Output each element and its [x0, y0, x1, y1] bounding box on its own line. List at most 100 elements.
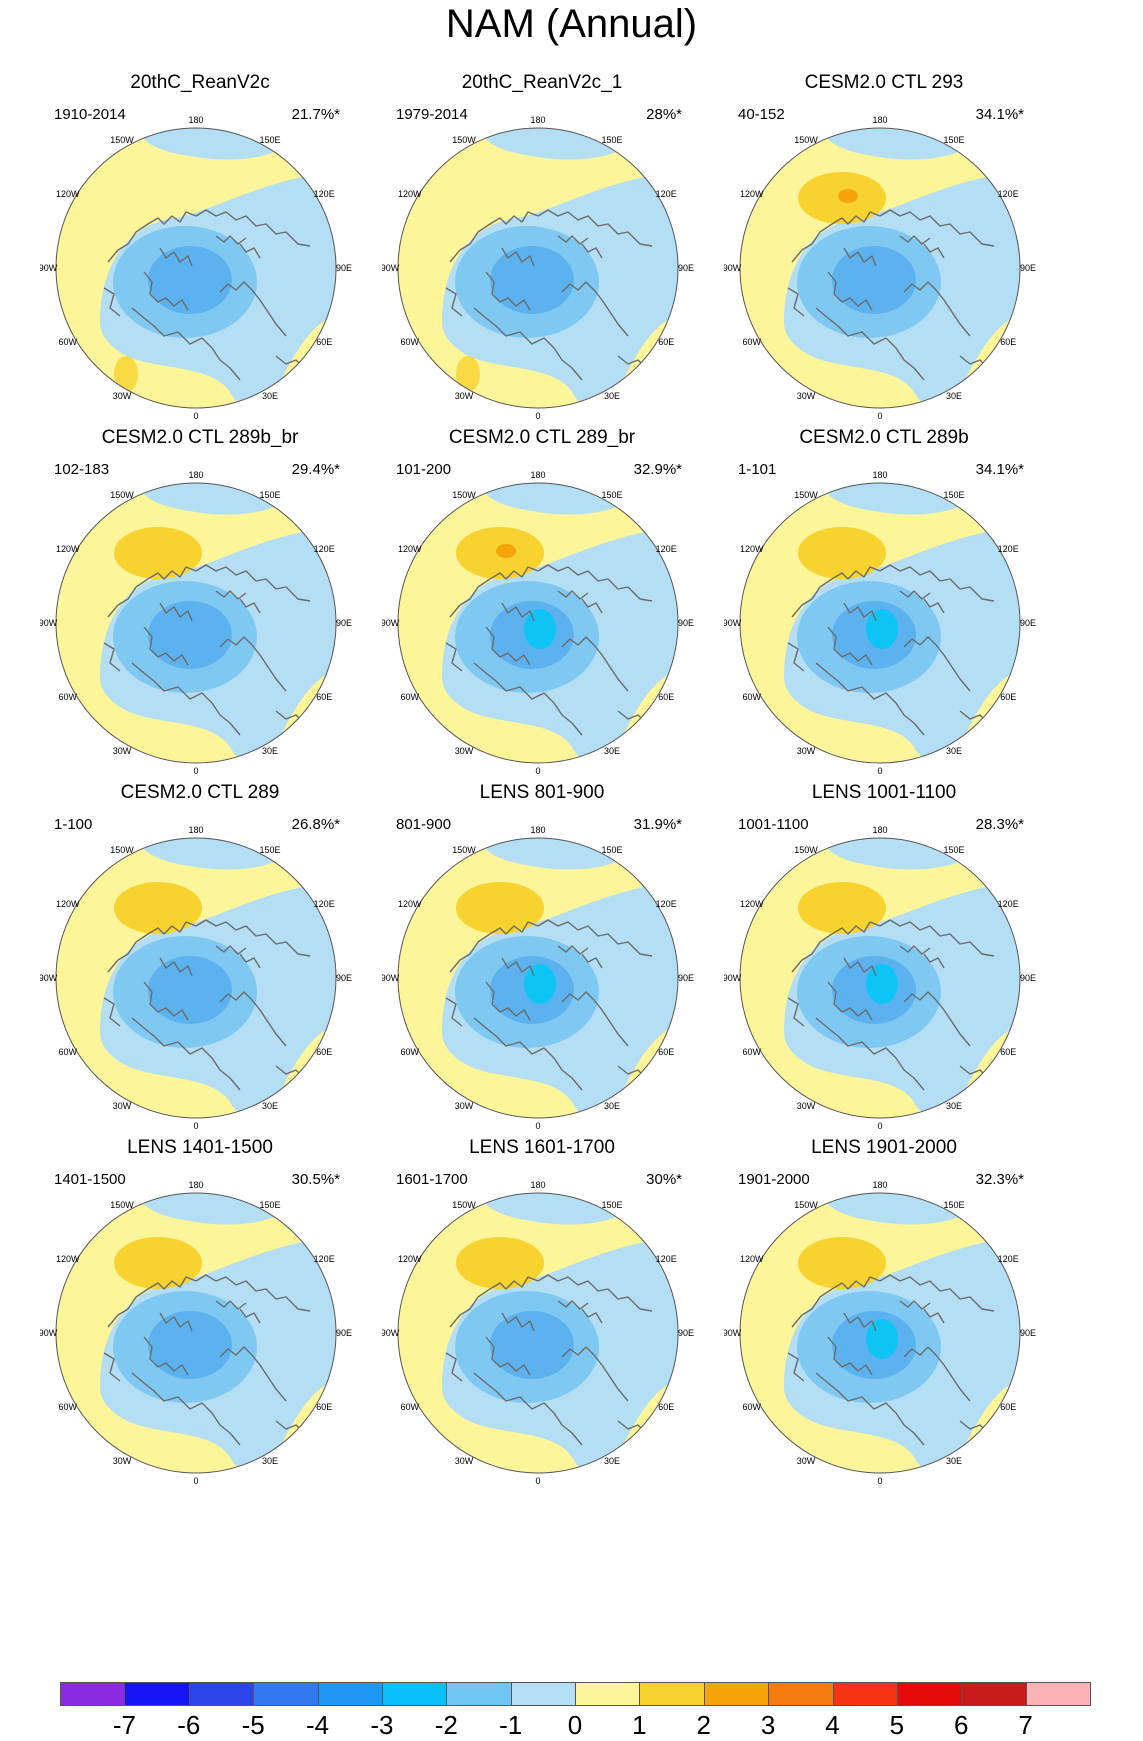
coastline — [219, 281, 287, 337]
longitude-label: 30E — [262, 391, 278, 401]
colorbar-label: -2 — [434, 1710, 458, 1740]
coastline — [581, 953, 603, 969]
longitude-label: 90W — [40, 1328, 58, 1338]
coastline — [561, 281, 629, 337]
coastline — [815, 1017, 925, 1091]
colorbar-label: 6 — [954, 1710, 969, 1740]
panel-period: 1901-2000 — [738, 1171, 810, 1188]
colorbar-label: -3 — [370, 1710, 394, 1740]
coastline — [899, 945, 931, 955]
colorbar-swatch — [703, 1682, 770, 1706]
colorbar-swatch — [1025, 1682, 1091, 1706]
coastline — [501, 247, 535, 267]
colorbar-label: 1 — [632, 1710, 647, 1740]
longitude-label: 120W — [56, 1254, 80, 1264]
colorbar-swatch — [317, 1682, 383, 1706]
panel-title: LENS 801-900 — [479, 782, 605, 803]
longitude-label: 90E — [336, 263, 352, 273]
colorbar-label: -7 — [112, 1710, 136, 1740]
colorbar-swatch — [768, 1682, 834, 1706]
coastline — [159, 957, 193, 977]
longitude-label: 30W — [113, 1456, 132, 1466]
longitude-label: 60W — [59, 1047, 78, 1057]
longitude-label: 150W — [794, 1200, 818, 1210]
longitude-label: 60E — [658, 337, 674, 347]
longitude-label: 120W — [740, 899, 764, 909]
colorbar-swatch — [896, 1682, 963, 1706]
map-panel: CESM2.0 CTL 289b_br 102-183 29.4%* 180 150W 1… — [20, 427, 380, 827]
positive-center — [114, 527, 202, 579]
colorbar-label: 7 — [1018, 1710, 1033, 1740]
coastline — [449, 921, 539, 973]
map-panel: 20thC_ReanV2c 1910-2014 21.7%* 180 150W 150E 1… — [20, 72, 380, 472]
negative-core-inner — [148, 246, 232, 314]
coastline — [215, 945, 247, 955]
longitude-label: 120E — [656, 899, 677, 909]
longitude-label: 120E — [314, 189, 335, 199]
coastline — [131, 307, 241, 381]
longitude-label: 60E — [316, 1402, 332, 1412]
coastline — [581, 243, 603, 259]
coastline — [843, 247, 877, 267]
coastline — [159, 602, 193, 622]
longitude-label: 150E — [943, 1200, 964, 1210]
longitude-label: 60W — [59, 1402, 78, 1412]
positive-center — [456, 1237, 544, 1289]
positive-center — [114, 1237, 202, 1289]
longitude-label: 150E — [601, 1200, 622, 1210]
longitude-label: 120E — [998, 189, 1019, 199]
negative-core-inner — [148, 601, 232, 669]
panel-period: 1601-1700 — [396, 1171, 468, 1188]
longitude-label: 90W — [382, 973, 400, 983]
longitude-label: 120W — [56, 544, 80, 554]
longitude-label: 30E — [262, 1456, 278, 1466]
longitude-label: 120W — [398, 1254, 422, 1264]
longitude-label: 150W — [110, 1200, 134, 1210]
coastline — [581, 598, 603, 614]
longitude-label: 30E — [262, 1101, 278, 1111]
longitude-label: 0 — [193, 411, 198, 421]
map-boundary — [739, 482, 1021, 764]
positive-center — [114, 882, 202, 934]
longitude-label: 90W — [724, 973, 742, 983]
coastline — [903, 991, 971, 1047]
negative-core-peak — [524, 609, 556, 649]
coastline — [215, 1300, 247, 1310]
longitude-label: 60W — [401, 692, 420, 702]
longitude-label: 150E — [943, 135, 964, 145]
longitude-label: 180 — [188, 1180, 203, 1190]
colorbar-label: 5 — [889, 1710, 905, 1740]
panel-period: 40-152 — [738, 106, 785, 123]
longitude-label: 60E — [1000, 1402, 1016, 1412]
longitude-label: 30E — [604, 1101, 620, 1111]
longitude-label: 150W — [452, 1200, 476, 1210]
colorbar-label: 4 — [825, 1710, 840, 1740]
panel-title: LENS 1401-1500 — [127, 1137, 273, 1158]
longitude-label: 120E — [998, 544, 1019, 554]
longitude-label: 60E — [658, 1047, 674, 1057]
coastline — [879, 564, 995, 602]
longitude-label: 180 — [530, 115, 545, 125]
panel-variance: 29.4%* — [291, 461, 340, 478]
coastline — [195, 1274, 311, 1312]
longitude-label: 0 — [193, 766, 198, 776]
polar-map: 180 150W 150E 120W 120E 90W 90E 60W 60E 30W 30E 0 — [40, 1180, 352, 1486]
polar-map: 180 150W 150E 120W 120E 90W 90E 60W 60E 30W 30E 0 — [382, 470, 694, 776]
coastline — [239, 1308, 261, 1324]
colorbar-label: -5 — [241, 1710, 265, 1740]
longitude-label: 0 — [877, 411, 882, 421]
longitude-label: 60E — [658, 692, 674, 702]
negative-core-peak — [866, 964, 898, 1004]
longitude-label: 150E — [943, 490, 964, 500]
longitude-label: 30E — [262, 746, 278, 756]
coastline — [131, 1017, 241, 1091]
coastline — [195, 564, 311, 602]
coastline — [219, 991, 287, 1047]
longitude-label: 90E — [678, 973, 694, 983]
colorbar-label: 3 — [760, 1710, 776, 1740]
longitude-label: 30W — [797, 1101, 816, 1111]
longitude-label: 90E — [336, 618, 352, 628]
coastline — [903, 636, 971, 692]
colorbar: -7 -6 -5 -4 -3 -2 -1 0 1 2 3 4 5 6 7 — [60, 1682, 1091, 1740]
coastline — [485, 981, 531, 1021]
